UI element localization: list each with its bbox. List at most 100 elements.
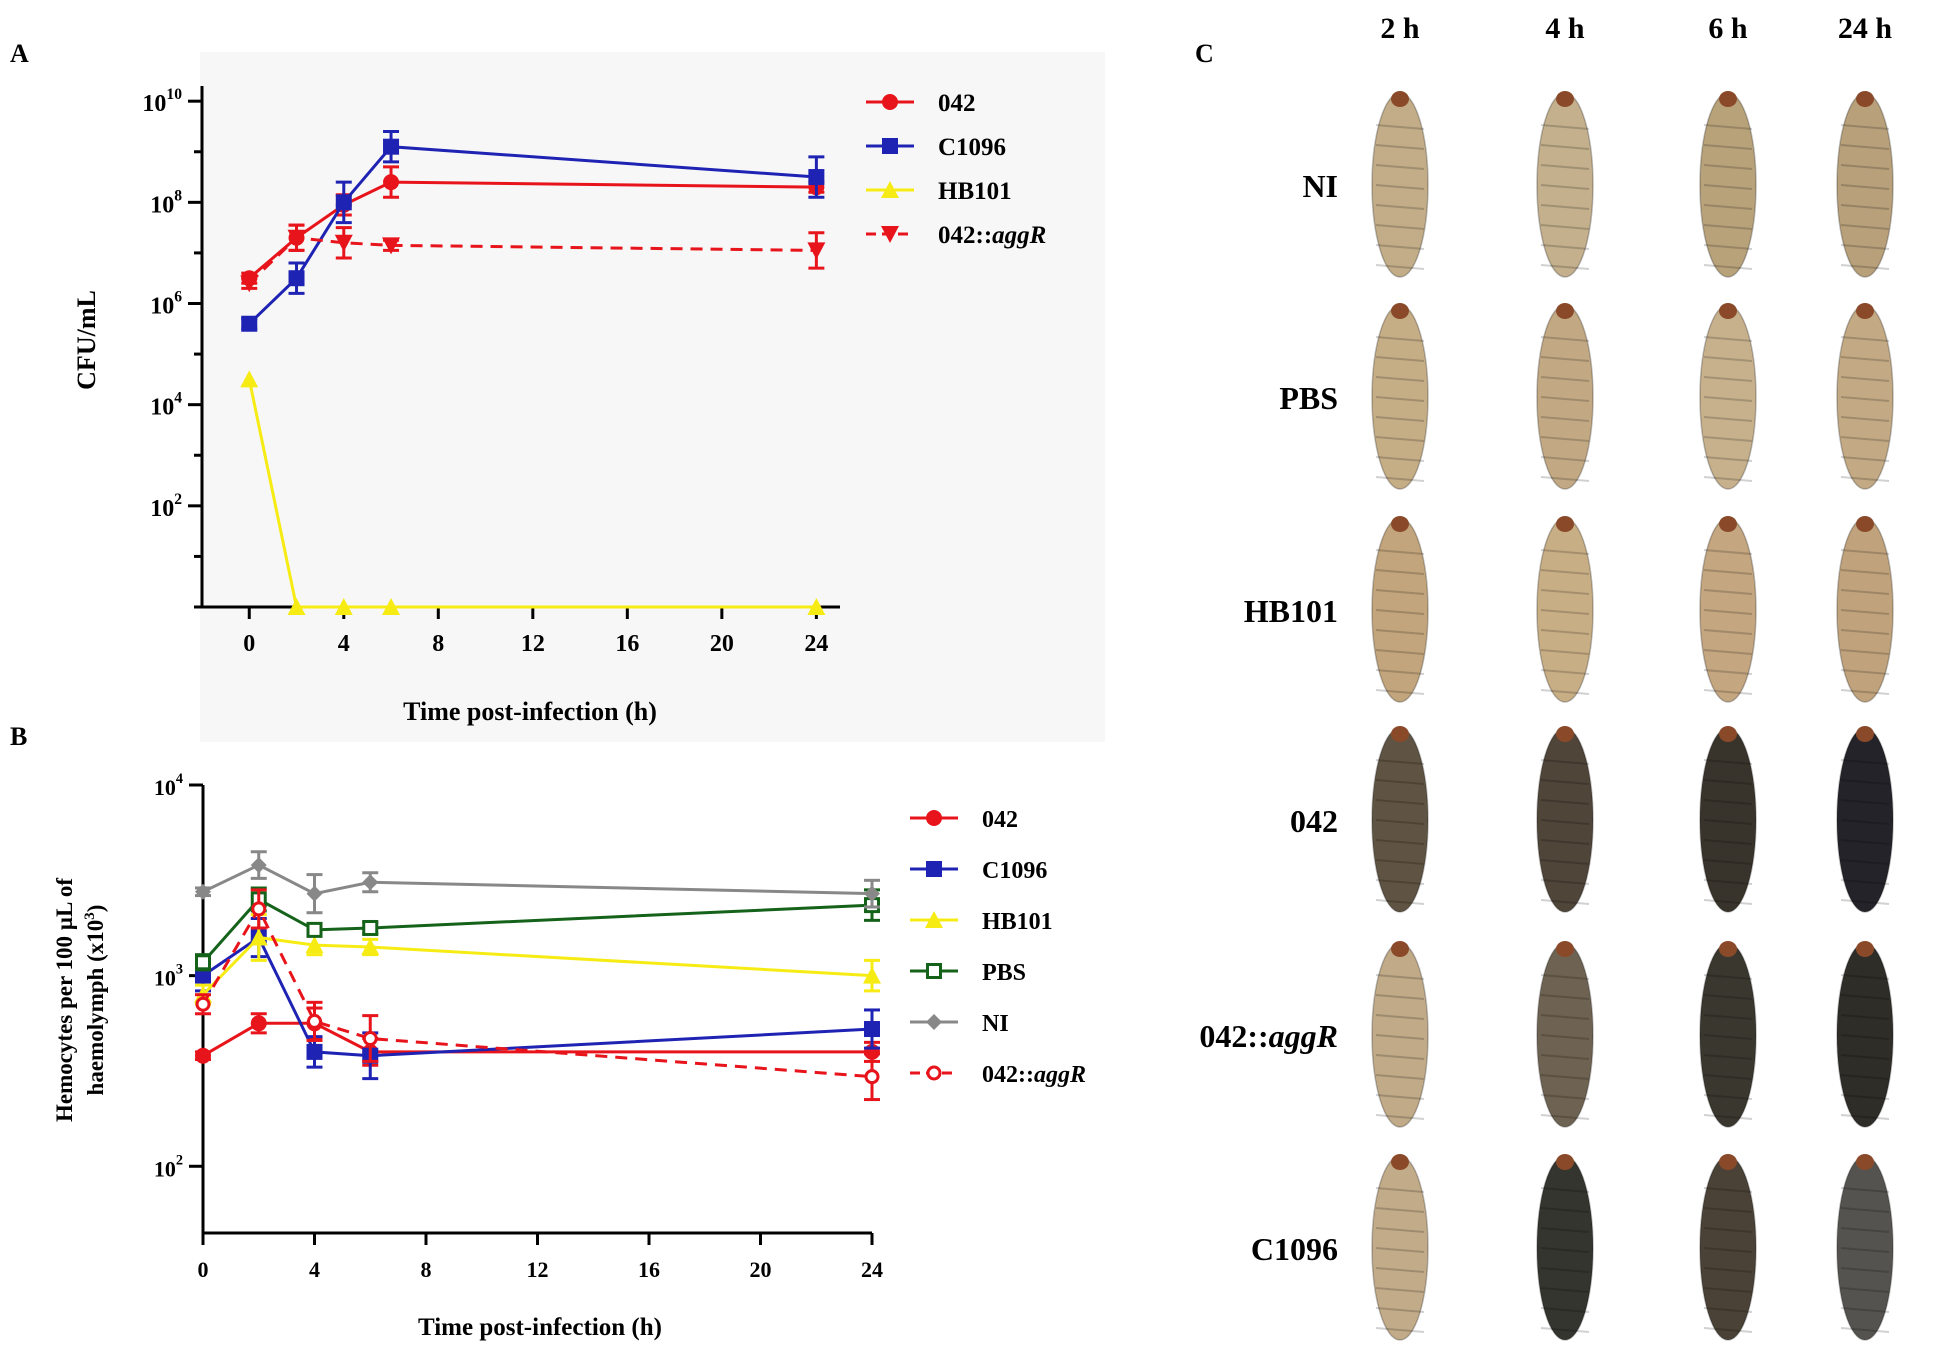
larva-segment: [1703, 839, 1753, 845]
larva-head: [1856, 303, 1874, 319]
larva-segment: [1840, 396, 1890, 402]
chart-b-x-tick-label: 12: [527, 1257, 549, 1282]
larva-segment: [1375, 799, 1425, 805]
larva-segment: [1840, 689, 1890, 695]
larva-photo: [1836, 516, 1894, 703]
larva-photo: [1836, 941, 1894, 1128]
larva-segment: [1703, 1054, 1753, 1060]
chart-b-series-hb101-point: [305, 936, 324, 954]
larva-head: [1856, 91, 1874, 107]
chart-b-series-042-point: [250, 1015, 267, 1032]
photo-column-label: 2 h: [1380, 12, 1420, 45]
larva-segment: [1540, 779, 1590, 785]
larva-segment: [1840, 629, 1890, 635]
larva-segment: [1840, 356, 1890, 362]
larva-segment: [1540, 224, 1590, 230]
chart-b-y-axis-label-sup: 3: [82, 912, 98, 920]
larva-segment: [1703, 1307, 1753, 1313]
larva-segment: [1375, 436, 1425, 442]
chart-a-background: [200, 52, 1105, 742]
chart-a-series-c1096-point: [288, 270, 305, 287]
larva-segment: [1840, 649, 1890, 655]
larva-segment: [1375, 669, 1425, 675]
larva-segment: [1703, 124, 1753, 130]
larva-segment: [1375, 164, 1425, 170]
larva-segment: [1375, 204, 1425, 210]
larva-segment: [1375, 1287, 1425, 1293]
chart-a-series-c1096-point: [808, 169, 825, 186]
larva-segment: [1375, 839, 1425, 845]
larva-photo: [1699, 303, 1757, 490]
larva-photo: [1371, 726, 1429, 913]
larva-segment: [1840, 974, 1890, 980]
larva-segment: [1840, 1207, 1890, 1213]
larva-segment: [1703, 1114, 1753, 1120]
larva-segment: [1703, 1207, 1753, 1213]
larva-segment: [1840, 759, 1890, 765]
larva-segment: [1840, 779, 1890, 785]
larva-segment: [1375, 1207, 1425, 1213]
larva-segment: [1840, 436, 1890, 442]
panel-label-c: C: [1195, 39, 1214, 68]
larva-segment: [1703, 204, 1753, 210]
chart-b-series-042-aggr-point: [864, 1069, 880, 1085]
chart-b-series-ni-point: [195, 883, 211, 900]
larva-photo: [1536, 516, 1594, 703]
chart-b-series-042-aggr-line: [201, 905, 873, 1079]
larva-segment: [1375, 759, 1425, 765]
larva-segment: [1703, 336, 1753, 342]
larva-segment: [1375, 336, 1425, 342]
larva-segment: [1375, 609, 1425, 615]
larva-segment: [1840, 1307, 1890, 1313]
chart-a-x-tick-label: 8: [432, 631, 444, 657]
larva-segment: [1375, 476, 1425, 482]
larva-photo: [1536, 941, 1594, 1128]
larva-segment: [1540, 456, 1590, 462]
larva-segment: [1375, 589, 1425, 595]
chart-a-series-042-legend-label: 042: [938, 90, 976, 117]
larva-segment: [1540, 1207, 1590, 1213]
chart-b: 0 4 8 12 16 20 24 104 103 102 042 C1096 HB101 PBS NI 0…: [52, 771, 1086, 1341]
chart-b-y-axis-label-main: haemolymph (x10: [83, 920, 108, 1096]
chart-a-x-tick-label: 0: [243, 631, 255, 657]
larva-head: [1719, 303, 1737, 319]
larva-segment: [1840, 244, 1890, 250]
larva-segment: [1840, 1287, 1890, 1293]
larva-head: [1856, 726, 1874, 742]
chart-a-series-c1096-legend-label: C1096: [938, 134, 1006, 161]
larva-head: [1719, 91, 1737, 107]
larva-segment: [1703, 779, 1753, 785]
larva-segment: [1703, 759, 1753, 765]
chart-b-series-042-aggr-point: [195, 996, 211, 1012]
larva-segment: [1703, 164, 1753, 170]
larva-segment: [1840, 569, 1890, 575]
larva-segment: [1540, 184, 1590, 190]
larva-segment: [1840, 184, 1890, 190]
larva-segment: [1703, 589, 1753, 595]
chart-b-series-pbs-line: [201, 897, 873, 964]
larva-segment: [1375, 1307, 1425, 1313]
chart-b-series-hb101-point: [863, 966, 881, 984]
larva-segment: [1540, 589, 1590, 595]
larva-segment: [1703, 1094, 1753, 1100]
larva-segment: [1703, 859, 1753, 865]
larva-head: [1391, 303, 1409, 319]
larva-segment: [1703, 244, 1753, 250]
larva-segment: [1375, 376, 1425, 382]
photo-column-label: 4 h: [1545, 12, 1585, 45]
larva-segment: [1540, 609, 1590, 615]
larva-head: [1391, 91, 1409, 107]
chart-a-x-tick-label: 20: [710, 631, 734, 657]
larva-head: [1856, 1154, 1874, 1170]
larva-head: [1856, 516, 1874, 532]
larva-segment: [1375, 569, 1425, 575]
larva-segment: [1840, 1074, 1890, 1080]
chart-b-x-tick-label: 8: [421, 1257, 432, 1282]
larva-segment: [1375, 649, 1425, 655]
larva-segment: [1375, 1054, 1425, 1060]
panel-label-a: A: [10, 39, 29, 68]
larva-segment: [1540, 819, 1590, 825]
chart-b-series-hb101-point: [249, 928, 268, 946]
larva-segment: [1840, 1327, 1890, 1333]
